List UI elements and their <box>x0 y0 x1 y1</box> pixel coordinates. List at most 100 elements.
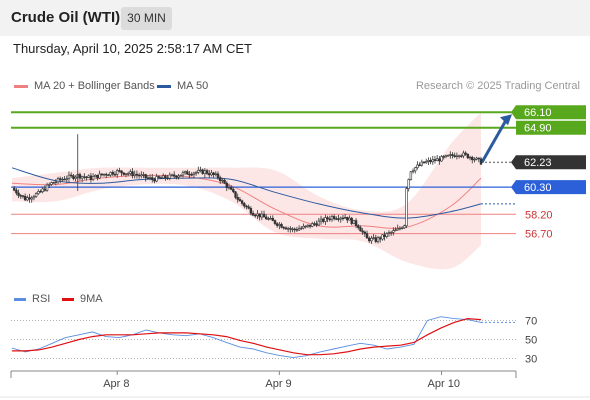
candle <box>394 227 397 232</box>
candle-body <box>409 171 413 180</box>
candle <box>107 173 110 177</box>
candle-body <box>177 175 180 178</box>
candle-body <box>389 232 393 234</box>
candle-body <box>192 172 196 176</box>
candle <box>177 174 180 180</box>
candle-body <box>271 217 274 221</box>
legend-9ma[interactable]: 9MA <box>62 293 103 305</box>
candle-body <box>289 228 292 230</box>
candle-body <box>201 169 204 174</box>
candle <box>300 226 303 231</box>
candle <box>339 216 342 223</box>
candle <box>34 192 38 198</box>
candle-body <box>232 189 235 193</box>
candle-body <box>72 175 75 179</box>
candle-body <box>105 173 108 176</box>
candle-body <box>96 174 99 179</box>
candle-body <box>317 220 321 226</box>
candle-body <box>236 197 239 200</box>
candle <box>94 174 97 178</box>
candle <box>59 176 62 184</box>
candle-body <box>45 184 49 191</box>
candle <box>297 225 301 231</box>
candle <box>442 154 445 160</box>
candle-body <box>126 173 130 175</box>
candle <box>361 228 364 235</box>
candle-body <box>462 152 465 157</box>
candle <box>85 175 88 181</box>
level-lines <box>11 111 516 235</box>
candle <box>133 170 136 179</box>
candle-body <box>475 157 478 160</box>
candle <box>208 169 211 178</box>
candle <box>41 187 44 194</box>
legend-bollinger[interactable]: MA 20 + Bollinger Bands <box>14 80 155 92</box>
candle-body <box>258 213 261 218</box>
candle <box>181 170 185 178</box>
candle-body <box>135 173 139 176</box>
candle-body <box>286 228 290 230</box>
candle <box>457 154 461 159</box>
candle <box>425 158 428 164</box>
candle <box>365 230 369 239</box>
candle-body <box>41 188 44 192</box>
candle <box>273 219 277 226</box>
candle <box>359 225 362 232</box>
legend-ma50[interactable]: MA 50 <box>157 80 208 92</box>
candle-body <box>63 178 66 181</box>
timeframe-button[interactable]: 30 MIN <box>121 7 172 30</box>
candle <box>69 172 73 179</box>
candle <box>221 177 224 184</box>
candle <box>363 230 367 238</box>
candle <box>190 172 193 177</box>
candle <box>113 171 117 177</box>
candle-body <box>350 217 353 224</box>
candle-body <box>30 197 33 200</box>
candle-body <box>330 216 334 220</box>
candle-body <box>61 178 64 181</box>
candle <box>462 150 465 159</box>
candle-body <box>280 224 283 228</box>
resistance-tag-2-bg <box>516 120 586 135</box>
candle <box>131 168 134 179</box>
legend-rsi[interactable]: RSI <box>14 293 50 305</box>
candle <box>368 236 371 244</box>
support-label-2: 56.70 <box>525 229 553 241</box>
candle <box>352 219 356 225</box>
rsi-ma-line <box>12 317 482 356</box>
candle <box>265 214 268 220</box>
candle-body <box>444 155 448 158</box>
candle-body <box>140 174 143 177</box>
candle-body <box>313 223 316 225</box>
candle <box>449 151 452 159</box>
rsi-panel: 70 50 30 <box>11 316 537 366</box>
candle-body <box>142 174 145 176</box>
candle-body <box>43 188 47 191</box>
candle-body <box>129 171 132 174</box>
candle-body <box>175 175 178 178</box>
pivot-tag: 60.30 <box>511 180 586 195</box>
candle <box>267 216 270 221</box>
candle <box>383 231 386 241</box>
candle-body <box>433 159 437 161</box>
candle-body <box>284 227 288 230</box>
candle <box>471 155 474 164</box>
candle-body <box>148 177 152 179</box>
candle <box>67 171 71 183</box>
candle <box>188 171 191 178</box>
candle <box>409 170 413 181</box>
candle-body <box>80 176 84 179</box>
candle <box>306 224 310 229</box>
candle <box>91 173 95 182</box>
candle <box>183 170 187 175</box>
candle <box>115 168 119 178</box>
candle <box>319 215 323 225</box>
candle <box>431 155 434 165</box>
candle-body <box>194 172 198 174</box>
candle <box>203 168 207 178</box>
candle <box>65 175 68 183</box>
forecast-arrow-head <box>500 114 512 126</box>
candle-body <box>394 229 397 231</box>
candle <box>168 172 171 181</box>
